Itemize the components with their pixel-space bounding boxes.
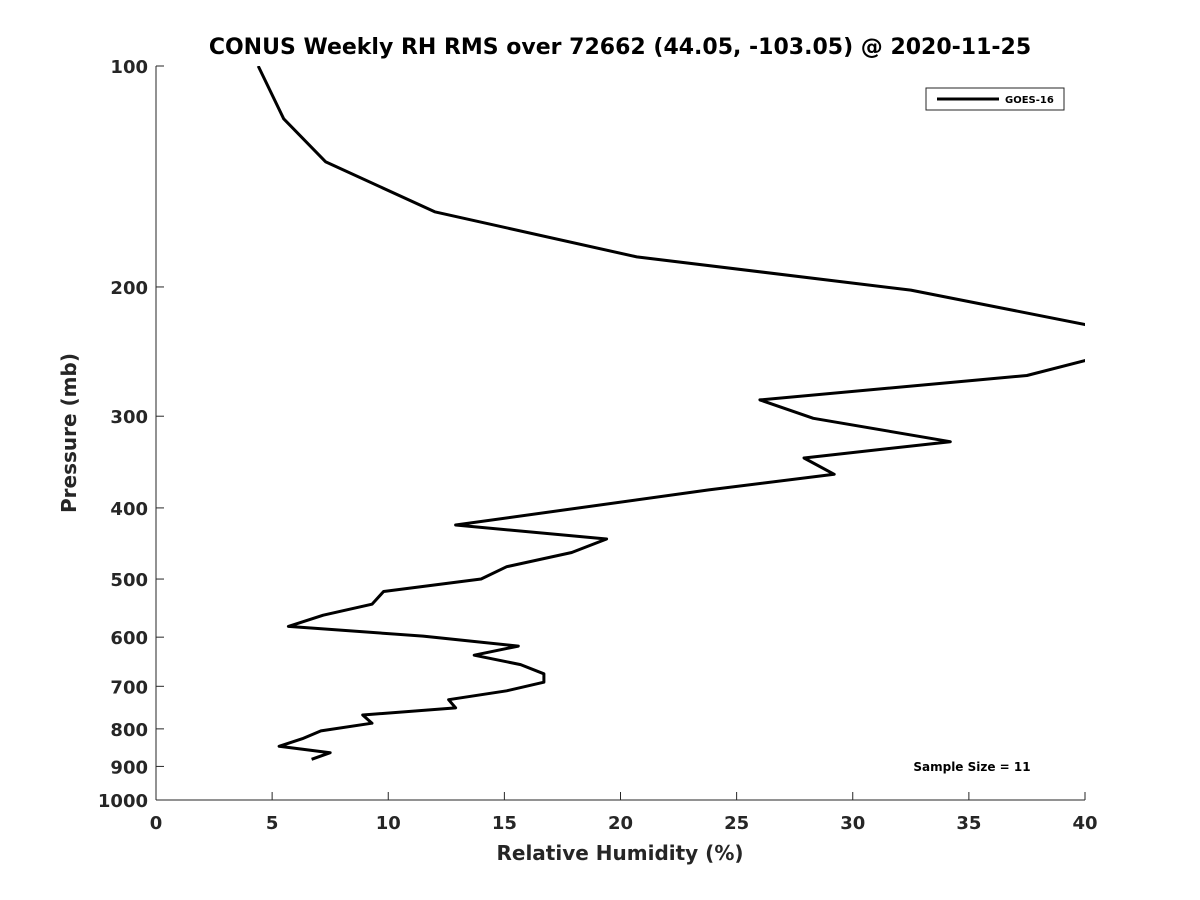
y-tick-label: 700 (110, 677, 148, 698)
x-tick-label: 0 (150, 813, 163, 834)
series-layer (256, 66, 1085, 761)
y-tick-label: 1000 (98, 791, 148, 812)
y-tick-label: 300 (110, 407, 148, 428)
y-tick-label: 500 (110, 570, 148, 591)
y-tick-label: 200 (110, 278, 148, 299)
x-tick-label: 20 (608, 813, 633, 834)
x-tick-label: 30 (840, 813, 865, 834)
x-tick-label: 10 (376, 813, 401, 834)
y-axis-label: Pressure (mb) (57, 353, 81, 513)
x-tick-label: 40 (1072, 813, 1097, 834)
sample-size-annotation: Sample Size = 11 (913, 760, 1030, 774)
y-tick-label: 100 (110, 57, 148, 78)
y-axis-ticks: 100 200 300 400 500 600 700 800 900 1000 (98, 57, 164, 812)
x-axis-ticks: 0 5 10 15 20 25 30 35 40 (150, 792, 1098, 834)
y-tick-label: 400 (110, 499, 148, 520)
x-tick-label: 15 (492, 813, 517, 834)
x-tick-label: 5 (266, 813, 279, 834)
y-tick-label: 600 (110, 628, 148, 649)
y-tick-label: 800 (110, 720, 148, 741)
x-tick-label: 25 (724, 813, 749, 834)
legend: GOES-16 (925, 87, 1065, 111)
legend-label-goes16: GOES-16 (1005, 95, 1054, 106)
series-line-goes-16 (256, 66, 1085, 761)
x-tick-label: 35 (956, 813, 981, 834)
chart-title: CONUS Weekly RH RMS over 72662 (44.05, -… (209, 35, 1031, 60)
y-tick-label: 900 (110, 757, 148, 778)
x-axis-label: Relative Humidity (%) (496, 841, 743, 865)
